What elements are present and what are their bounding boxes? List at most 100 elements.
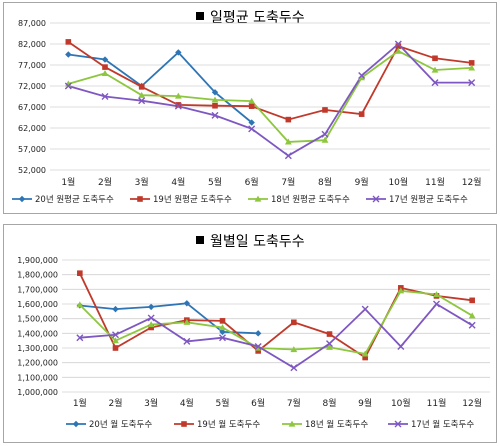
- y-tick-label: 1,800,000: [17, 271, 58, 280]
- data-point: [469, 297, 475, 304]
- data-point: [254, 343, 262, 351]
- data-point: [395, 43, 402, 49]
- y-tick-label: 1,100,000: [17, 373, 58, 382]
- daily-avg-slaughter-chart: 일평균 도축두수 52,000 57,000 62,000 67,000 72,000 7…: [12, 10, 490, 205]
- data-point: [468, 60, 475, 66]
- legend-marker: [72, 420, 80, 428]
- chart-title: 월별일 도축두수: [210, 234, 305, 250]
- data-point: [76, 301, 84, 308]
- legend-marker: [288, 420, 296, 427]
- series-line: [68, 42, 472, 157]
- data-point: [212, 102, 218, 109]
- x-tick-label: 7월: [281, 176, 295, 188]
- data-point: [183, 318, 191, 325]
- y-tick-label: 1,200,000: [17, 359, 58, 368]
- data-point: [361, 350, 369, 357]
- data-point: [138, 97, 146, 105]
- data-point: [183, 337, 191, 345]
- data-point: [321, 136, 329, 143]
- x-tick-label: 10월: [391, 397, 411, 409]
- x-tick-label: 8월: [322, 397, 336, 409]
- data-point: [102, 64, 108, 70]
- x-tick-label: 3월: [135, 176, 149, 188]
- data-point: [65, 39, 72, 45]
- data-point: [112, 337, 119, 344]
- data-point: [358, 74, 366, 81]
- chart-title: 일평균 도축두수: [210, 10, 305, 26]
- data-point: [112, 331, 119, 339]
- monthly-slaughter-chart: 월별일 도축두수 1,000,000 1,100,000 1,200,000 1,30…: [17, 234, 490, 430]
- data-point: [468, 79, 476, 87]
- data-point: [211, 111, 219, 119]
- data-point: [219, 328, 226, 336]
- data-point: [394, 47, 402, 54]
- x-tick-label: 5월: [208, 176, 222, 188]
- data-point: [138, 84, 145, 90]
- data-point: [147, 314, 155, 322]
- data-point: [468, 321, 476, 329]
- x-tick-label: 12월: [462, 176, 482, 188]
- series-line: [79, 302, 259, 335]
- data-point: [358, 72, 366, 79]
- data-point: [397, 343, 405, 351]
- data-point: [394, 40, 402, 48]
- data-point: [174, 102, 182, 110]
- x-tick-label: 4월: [171, 176, 185, 188]
- legend-label: 20년 원평균 도축두수: [35, 194, 114, 205]
- y-tick-label: 67,000: [18, 103, 46, 112]
- data-point: [219, 318, 226, 324]
- data-point: [248, 103, 255, 109]
- series-line: [68, 51, 253, 124]
- y-tick-label: 1,000,000: [17, 388, 58, 397]
- legend-label: 18년 월 도축두수: [305, 419, 368, 430]
- daily-avg-slaughter-chart-panel: 일평균 도축두수 52,000 57,000 62,000 67,000 72,000 7…: [3, 2, 497, 214]
- data-point: [361, 305, 369, 313]
- data-point: [284, 152, 292, 160]
- data-point: [362, 354, 368, 361]
- x-tick-label: 11월: [427, 397, 447, 409]
- data-point: [219, 334, 226, 342]
- x-tick-label: 12월: [462, 397, 482, 409]
- data-point: [433, 291, 440, 298]
- data-point: [358, 111, 365, 117]
- data-point: [431, 66, 439, 73]
- data-point: [326, 343, 333, 350]
- legend-label: 17년 원평균 도축두수: [389, 194, 468, 205]
- data-point: [64, 82, 72, 90]
- legend-marker: [254, 195, 262, 202]
- data-point: [321, 130, 329, 138]
- y-tick-label: 62,000: [18, 124, 46, 133]
- data-point: [77, 270, 83, 276]
- legend-marker: [372, 195, 380, 203]
- data-point: [147, 303, 155, 311]
- legend-label: 17년 월 도축두수: [411, 419, 474, 430]
- y-tick-label: 82,000: [18, 40, 46, 49]
- data-point: [285, 116, 292, 123]
- data-point: [148, 324, 154, 331]
- data-point: [175, 49, 182, 56]
- data-point: [431, 79, 439, 87]
- x-tick-label: 9월: [355, 176, 369, 188]
- y-tick-label: 1,300,000: [17, 344, 58, 353]
- data-point: [147, 321, 155, 328]
- x-tick-label: 8월: [318, 176, 332, 188]
- y-tick-label: 57,000: [18, 145, 46, 154]
- legend-marker: [18, 195, 26, 203]
- y-tick-label: 87,000: [18, 19, 46, 28]
- data-point: [290, 346, 298, 353]
- y-tick-label: 1,600,000: [17, 300, 58, 309]
- x-tick-label: 6월: [245, 176, 259, 188]
- data-point: [322, 107, 328, 113]
- data-point: [290, 364, 298, 372]
- data-point: [254, 330, 262, 337]
- data-point: [397, 287, 405, 294]
- x-tick-label: 10월: [388, 176, 408, 188]
- data-point: [101, 93, 109, 100]
- data-point: [433, 300, 440, 308]
- series-line: [78, 272, 473, 359]
- data-point: [468, 312, 476, 319]
- x-tick-label: 2월: [98, 176, 112, 188]
- x-tick-label: 1월: [61, 176, 75, 188]
- data-point: [248, 125, 256, 133]
- data-point: [138, 91, 146, 98]
